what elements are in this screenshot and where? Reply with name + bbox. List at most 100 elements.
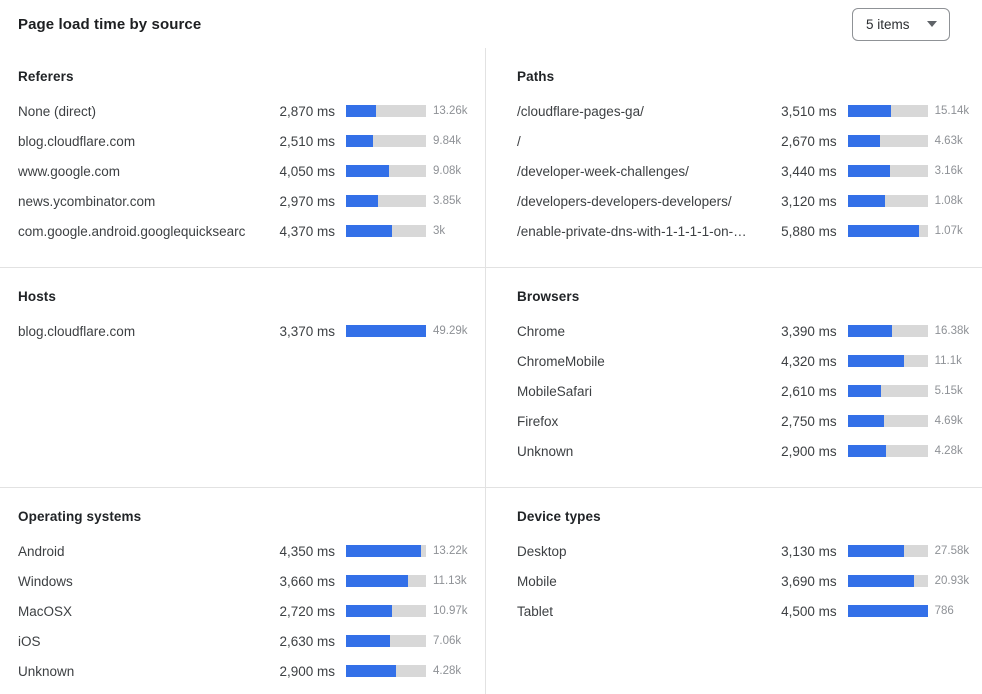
source-label: Unknown	[517, 443, 574, 459]
source-label: MacOSX	[18, 603, 73, 619]
list-item: Desktop 3,130 ms 27.58k	[517, 536, 982, 566]
load-time-value: 3,130 ms	[781, 543, 837, 559]
chevron-down-icon	[927, 21, 937, 27]
load-time-bar-fill	[847, 545, 904, 557]
load-time-bar-fill	[346, 545, 422, 557]
load-time-bar-fill	[346, 605, 393, 617]
visit-count: 7.06k	[433, 635, 462, 647]
panel-title: Paths	[517, 69, 555, 84]
list-item: ChromeMobile 4,320 ms 11.1k	[517, 346, 982, 376]
panel-rows: Android 4,350 ms 13.22k Windows 3,660 ms…	[18, 536, 485, 686]
visit-count: 11.1k	[934, 355, 962, 367]
load-time-value: 2,750 ms	[781, 413, 837, 429]
source-label: /developers-developers-developers/	[517, 193, 732, 209]
source-label: Tablet	[517, 603, 554, 619]
load-time-bar	[346, 635, 426, 647]
load-time-bar-fill	[346, 225, 393, 237]
load-time-bar-fill	[346, 635, 390, 647]
load-time-bar-fill	[847, 135, 880, 147]
load-time-value: 4,350 ms	[279, 543, 335, 559]
load-time-value: 3,690 ms	[781, 573, 837, 589]
source-label: MobileSafari	[517, 383, 593, 399]
visit-count: 9.84k	[433, 135, 462, 147]
load-time-value: 2,970 ms	[279, 193, 335, 209]
list-item: /cloudflare-pages-ga/ 3,510 ms 15.14k	[517, 96, 982, 126]
load-time-bar	[847, 605, 928, 617]
visit-count: 13.22k	[433, 545, 468, 557]
list-item: /developer-week-challenges/ 3,440 ms 3.1…	[517, 156, 982, 186]
panel-rows: blog.cloudflare.com 3,370 ms 49.29k	[18, 316, 485, 346]
visit-count: 4.69k	[934, 415, 963, 427]
source-label: Mobile	[517, 573, 557, 589]
page-title: Page load time by source	[18, 15, 202, 33]
load-time-value: 3,390 ms	[781, 323, 837, 339]
list-item: Android 4,350 ms 13.22k	[18, 536, 485, 566]
load-time-bar	[847, 575, 928, 587]
list-item: MacOSX 2,720 ms 10.97k	[18, 596, 485, 626]
panel-rows: None (direct) 2,870 ms 13.26k blog.cloud…	[18, 96, 485, 246]
source-label: www.google.com	[18, 163, 121, 179]
list-item: /enable-private-dns-with-1-1-1-1-on-… 5,…	[517, 216, 982, 246]
load-time-bar	[847, 545, 928, 557]
load-time-value: 3,120 ms	[781, 193, 837, 209]
visit-count: 4.28k	[433, 665, 462, 677]
load-time-value: 2,610 ms	[781, 383, 837, 399]
visit-count: 3.16k	[934, 165, 963, 177]
load-time-bar	[847, 165, 928, 177]
panel-browsers: Browsers Chrome 3,390 ms 16.38k ChromeMo…	[485, 267, 982, 487]
visit-count: 4.28k	[934, 445, 963, 457]
source-label: Firefox	[517, 413, 559, 429]
visit-count: 27.58k	[934, 545, 970, 557]
load-time-value: 2,900 ms	[781, 443, 837, 459]
load-time-value: 2,900 ms	[279, 663, 335, 679]
panel-paths: Paths /cloudflare-pages-ga/ 3,510 ms 15.…	[485, 48, 982, 267]
list-item: com.google.android.googlequicksearc… 4,3…	[18, 216, 485, 246]
load-time-bar-fill	[847, 385, 882, 397]
load-time-bar-fill	[847, 195, 886, 207]
list-item: / 2,670 ms 4.63k	[517, 126, 982, 156]
load-time-value: 3,440 ms	[781, 163, 837, 179]
source-label: blog.cloudflare.com	[18, 323, 136, 339]
visit-count: 11.13k	[433, 575, 467, 587]
visit-count: 4.63k	[934, 135, 963, 147]
list-item: news.ycombinator.com 2,970 ms 3.85k	[18, 186, 485, 216]
panels-grid: Referers None (direct) 2,870 ms 13.26k b…	[0, 48, 982, 694]
source-label: Desktop	[517, 543, 567, 559]
load-time-bar-fill	[847, 225, 919, 237]
source-label: iOS	[18, 633, 41, 649]
load-time-value: 4,370 ms	[279, 223, 335, 239]
source-label: com.google.android.googlequicksearc…	[18, 223, 245, 239]
visit-count: 1.08k	[934, 195, 963, 207]
visit-count: 15.14k	[934, 105, 970, 117]
load-time-bar-fill	[847, 575, 914, 587]
source-label: None (direct)	[18, 103, 97, 119]
load-time-value: 4,050 ms	[279, 163, 335, 179]
visit-count: 3.85k	[433, 195, 462, 207]
load-time-bar-fill	[346, 165, 390, 177]
list-item: /developers-developers-developers/ 3,120…	[517, 186, 982, 216]
source-label: /	[517, 133, 521, 149]
list-item: Mobile 3,690 ms 20.93k	[517, 566, 982, 596]
visit-count: 5.15k	[934, 385, 963, 397]
visit-count: 49.29k	[433, 325, 468, 337]
load-time-bar	[346, 325, 426, 337]
load-time-bar-fill	[847, 355, 905, 367]
items-count-select[interactable]: 5 items	[852, 7, 950, 41]
source-label: /enable-private-dns-with-1-1-1-1-on-…	[517, 223, 747, 239]
load-time-bar	[847, 385, 928, 397]
list-item: Tablet 4,500 ms 786	[517, 596, 982, 626]
visit-count: 1.07k	[934, 225, 963, 237]
load-time-bar-fill	[346, 665, 396, 677]
panel-operating-systems: Operating systems Android 4,350 ms 13.22…	[0, 487, 485, 694]
panel-device-types: Device types Desktop 3,130 ms 27.58k Mob…	[485, 487, 982, 694]
load-time-bar-fill	[346, 325, 426, 337]
panel-rows: Desktop 3,130 ms 27.58k Mobile 3,690 ms …	[517, 536, 982, 626]
visit-count: 13.26k	[433, 105, 468, 117]
load-time-bar	[346, 225, 426, 237]
load-time-bar	[847, 225, 928, 237]
load-time-bar	[847, 195, 928, 207]
load-time-bar	[847, 445, 928, 457]
source-label: /cloudflare-pages-ga/	[517, 103, 644, 119]
load-time-bar	[847, 135, 928, 147]
